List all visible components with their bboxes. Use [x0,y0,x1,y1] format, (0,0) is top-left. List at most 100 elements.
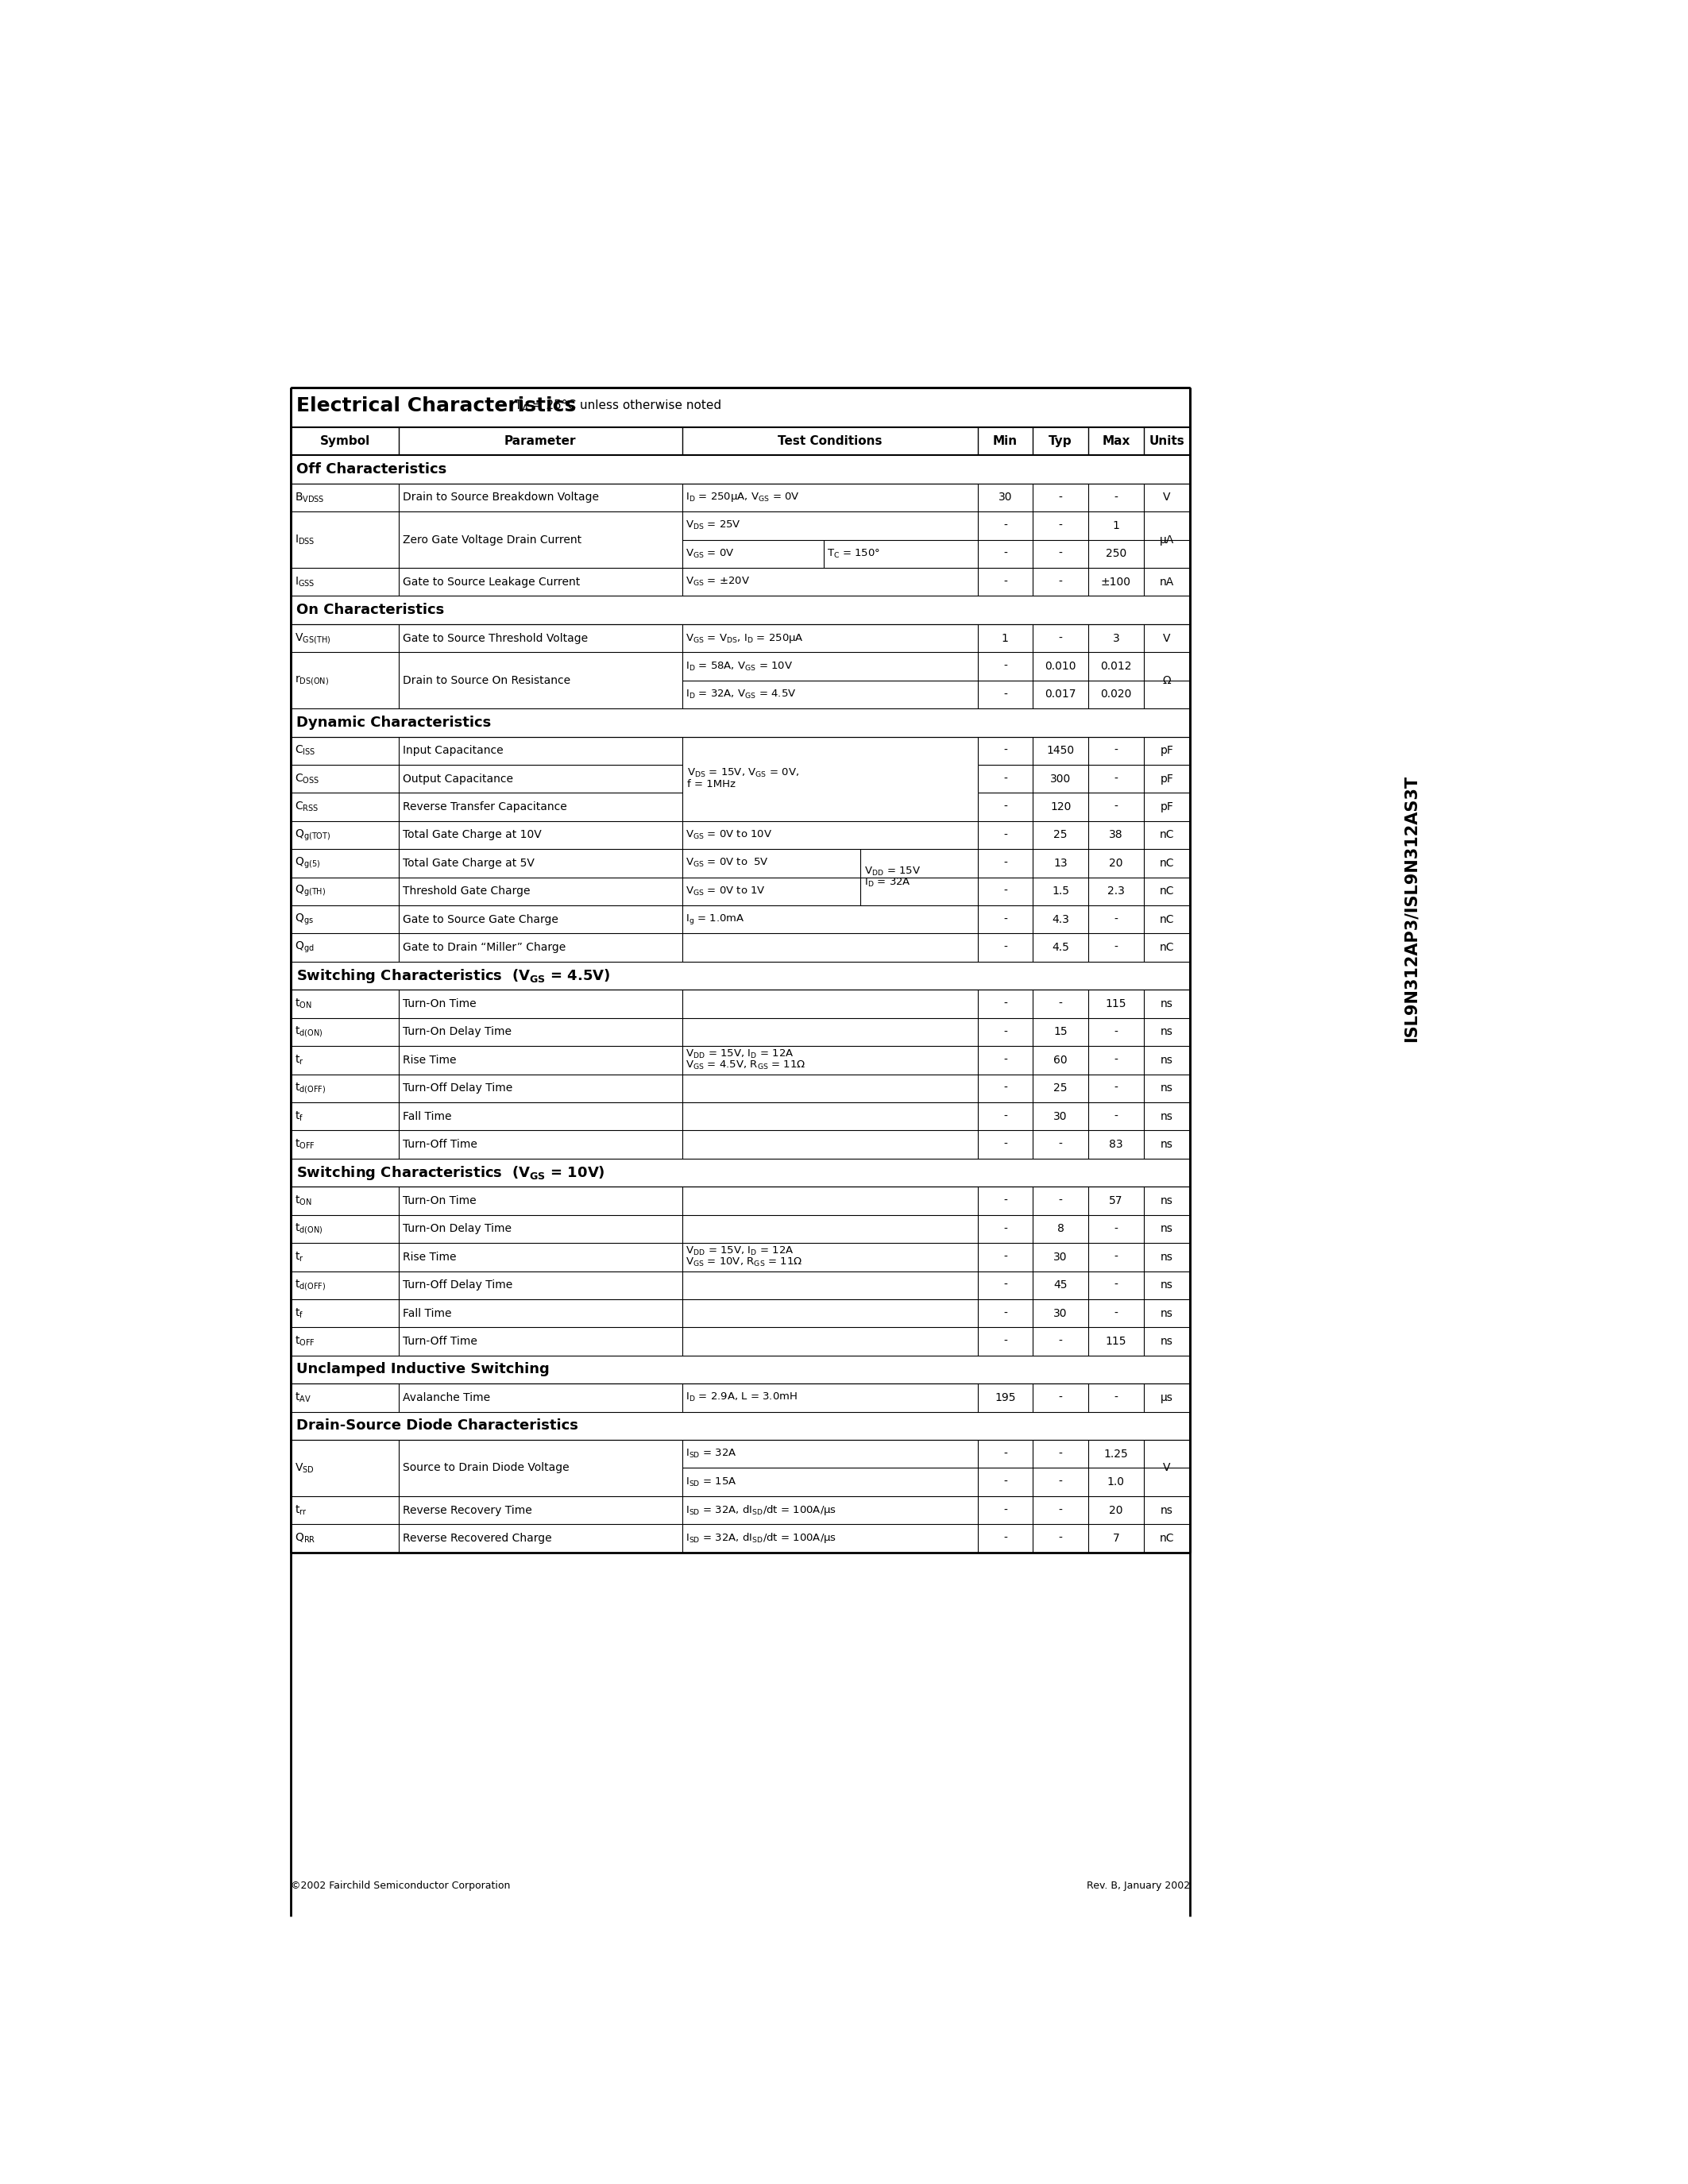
Text: Ω: Ω [1163,675,1171,686]
Text: Reverse Transfer Capacitance: Reverse Transfer Capacitance [402,802,567,812]
Text: -: - [1003,1448,1008,1459]
Text: ns: ns [1160,1251,1173,1262]
Text: 1: 1 [1001,633,1009,644]
Text: -: - [1003,1195,1008,1206]
Text: 115: 115 [1106,998,1126,1009]
Text: V$_{\mathregular{DD}}$ = 15V, I$_{\mathregular{D}}$ = 12A: V$_{\mathregular{DD}}$ = 15V, I$_{\mathr… [685,1245,793,1258]
Text: I$_{\mathregular{SD}}$ = 32A: I$_{\mathregular{SD}}$ = 32A [685,1448,738,1459]
Text: ns: ns [1160,1280,1173,1291]
Text: V$_{\mathregular{GS}}$ = 4.5V, R$_{\mathregular{GS}}$ = 11Ω: V$_{\mathregular{GS}}$ = 4.5V, R$_{\math… [685,1059,805,1072]
Text: -: - [1003,1280,1008,1291]
Text: Drain-Source Diode Characteristics: Drain-Source Diode Characteristics [295,1420,577,1433]
Text: ±100: ±100 [1101,577,1131,587]
Text: 4.5: 4.5 [1052,941,1069,952]
Text: -: - [1114,773,1117,784]
Text: pF: pF [1160,745,1173,756]
Text: 30: 30 [1053,1308,1067,1319]
Text: 120: 120 [1050,802,1072,812]
Text: Q$_{\mathregular{gs}}$: Q$_{\mathregular{gs}}$ [295,913,314,926]
Text: 8: 8 [1057,1223,1063,1234]
Text: ns: ns [1160,1505,1173,1516]
Text: Turn-On Time: Turn-On Time [402,998,476,1009]
Text: ns: ns [1160,1337,1173,1348]
Text: -: - [1003,1223,1008,1234]
Text: Min: Min [993,435,1018,448]
Text: 83: 83 [1109,1138,1123,1151]
Text: V$_{\mathregular{GS}}$ = V$_{\mathregular{DS}}$, I$_{\mathregular{D}}$ = 250μA: V$_{\mathregular{GS}}$ = V$_{\mathregula… [685,631,803,644]
Text: -: - [1003,662,1008,673]
Text: I$_{\mathregular{D}}$ = 32A, V$_{\mathregular{GS}}$ = 4.5V: I$_{\mathregular{D}}$ = 32A, V$_{\mathre… [685,688,797,701]
Text: Typ: Typ [1048,435,1072,448]
Text: Turn-On Delay Time: Turn-On Delay Time [402,1223,511,1234]
Text: -: - [1058,491,1062,502]
Text: t$_{\mathregular{ON}}$: t$_{\mathregular{ON}}$ [295,1195,312,1208]
Text: 60: 60 [1053,1055,1067,1066]
Text: t$_{\mathregular{f}}$: t$_{\mathregular{f}}$ [295,1109,304,1123]
Text: C$_{\mathregular{RSS}}$: C$_{\mathregular{RSS}}$ [295,799,319,812]
Text: I$_{\mathregular{SD}}$ = 32A, dI$_{\mathregular{SD}}$/dt = 100A/μs: I$_{\mathregular{SD}}$ = 32A, dI$_{\math… [685,1531,837,1544]
Text: I$_{\mathregular{GSS}}$: I$_{\mathregular{GSS}}$ [295,574,316,587]
Text: -: - [1114,802,1117,812]
Text: 0.020: 0.020 [1101,688,1131,701]
Text: t$_{\mathregular{OFF}}$: t$_{\mathregular{OFF}}$ [295,1138,316,1151]
Text: 20: 20 [1109,1505,1123,1516]
Text: t$_{\mathregular{r}}$: t$_{\mathregular{r}}$ [295,1053,304,1066]
Text: t$_{\mathregular{d(OFF)}}$: t$_{\mathregular{d(OFF)}}$ [295,1081,326,1096]
Text: 7: 7 [1112,1533,1119,1544]
Text: ns: ns [1160,1308,1173,1319]
Text: nC: nC [1160,830,1175,841]
Text: C$_{\mathregular{OSS}}$: C$_{\mathregular{OSS}}$ [295,773,319,786]
Text: -: - [1114,1391,1117,1404]
Text: V$_{\mathregular{DS}}$ = 25V: V$_{\mathregular{DS}}$ = 25V [685,520,741,531]
Text: C$_{\mathregular{ISS}}$: C$_{\mathregular{ISS}}$ [295,745,316,758]
Text: t$_{\mathregular{OFF}}$: t$_{\mathregular{OFF}}$ [295,1334,316,1348]
Text: I$_{\mathregular{D}}$ = 250μA, V$_{\mathregular{GS}}$ = 0V: I$_{\mathregular{D}}$ = 250μA, V$_{\math… [685,491,800,505]
Text: -: - [1058,1138,1062,1151]
Text: -: - [1114,1308,1117,1319]
Text: I$_{\mathregular{SD}}$ = 15A: I$_{\mathregular{SD}}$ = 15A [685,1476,738,1487]
Text: 13: 13 [1053,858,1067,869]
Text: I$_{\mathregular{DSS}}$: I$_{\mathregular{DSS}}$ [295,533,316,546]
Text: ns: ns [1160,1083,1173,1094]
Text: I$_{\mathregular{D}}$ = 58A, V$_{\mathregular{GS}}$ = 10V: I$_{\mathregular{D}}$ = 58A, V$_{\mathre… [685,660,793,673]
Text: nC: nC [1160,941,1175,952]
Text: Q$_{\mathregular{RR}}$: Q$_{\mathregular{RR}}$ [295,1531,316,1544]
Text: Switching Characteristics  (V$_{\mathregular{GS}}$ = 4.5V): Switching Characteristics (V$_{\mathregu… [295,968,609,985]
Text: V: V [1163,633,1170,644]
Text: t$_{\mathregular{d(ON)}}$: t$_{\mathregular{d(ON)}}$ [295,1024,322,1040]
Text: A: A [522,404,528,415]
Text: -: - [1003,802,1008,812]
Text: Fall Time: Fall Time [402,1308,451,1319]
Text: Electrical Characteristics: Electrical Characteristics [295,395,576,415]
Text: V$_{\mathregular{GS}}$ = 0V: V$_{\mathregular{GS}}$ = 0V [685,548,734,559]
Text: 0.017: 0.017 [1045,688,1077,701]
Text: Rev. B, January 2002: Rev. B, January 2002 [1087,1880,1190,1891]
Text: t$_{\mathregular{rr}}$: t$_{\mathregular{rr}}$ [295,1503,307,1516]
Text: -: - [1003,1026,1008,1037]
Text: 38: 38 [1109,830,1123,841]
Text: 195: 195 [994,1391,1016,1404]
Text: 1: 1 [1112,520,1119,531]
Text: Turn-Off Time: Turn-Off Time [402,1138,478,1151]
Text: Q$_{\mathregular{g(TH)}}$: Q$_{\mathregular{g(TH)}}$ [295,885,326,898]
Text: -: - [1003,887,1008,898]
Text: ns: ns [1160,1223,1173,1234]
Text: t$_{\mathregular{r}}$: t$_{\mathregular{r}}$ [295,1251,304,1265]
Text: pF: pF [1160,802,1173,812]
Text: 4.3: 4.3 [1052,913,1069,926]
Text: nC: nC [1160,1533,1175,1544]
Text: Units: Units [1150,435,1185,448]
Text: -: - [1114,1083,1117,1094]
Text: Total Gate Charge at 5V: Total Gate Charge at 5V [402,858,533,869]
Text: Source to Drain Diode Voltage: Source to Drain Diode Voltage [402,1463,569,1474]
Text: 1.25: 1.25 [1104,1448,1128,1459]
Text: -: - [1003,548,1008,559]
Text: Turn-Off Delay Time: Turn-Off Delay Time [402,1280,511,1291]
Text: -: - [1003,1533,1008,1544]
Text: Max: Max [1102,435,1129,448]
Text: -: - [1003,520,1008,531]
Text: T$_{\mathregular{C}}$ = 150°: T$_{\mathregular{C}}$ = 150° [827,548,881,559]
Text: -: - [1003,1138,1008,1151]
Text: Reverse Recovery Time: Reverse Recovery Time [402,1505,532,1516]
Text: -: - [1003,913,1008,926]
